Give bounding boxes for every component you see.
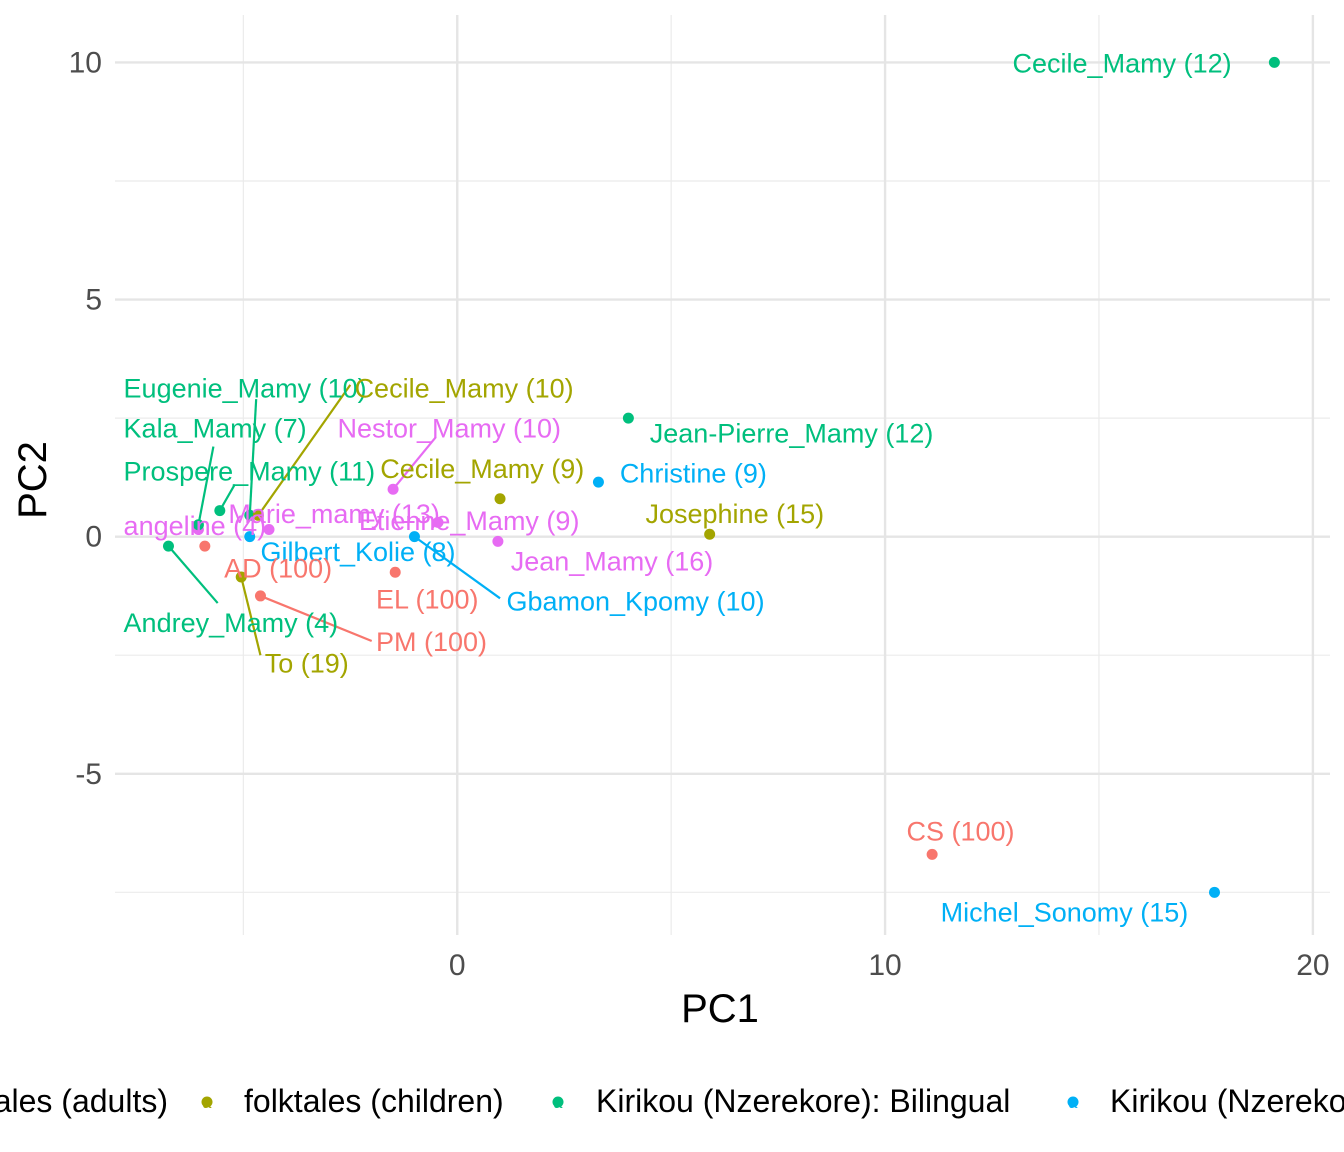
data-point <box>622 412 634 424</box>
point-label: Gilbert_Kolie (8) <box>260 537 455 567</box>
point-label: Andrey_Mamy (4) <box>124 608 339 638</box>
y-axis-ticks: -5 0 5 10 <box>69 46 102 790</box>
point-label: Cecile_Mamy (10) <box>355 373 574 403</box>
point-label: Gbamon_Kpomy (10) <box>506 587 764 617</box>
data-point <box>389 566 401 578</box>
x-axis-title: PC1 <box>681 987 759 1031</box>
point-label: AD (100) <box>224 553 332 583</box>
data-points <box>162 56 1280 898</box>
data-point <box>1208 886 1220 898</box>
grid-lines <box>115 15 1330 935</box>
data-point <box>704 528 716 540</box>
data-point <box>494 493 506 505</box>
x-tick-label: 0 <box>449 949 466 982</box>
data-point <box>199 540 211 552</box>
point-label: Kala_Mamy (7) <box>124 414 307 444</box>
legend-label: tales (adults) <box>0 1083 168 1119</box>
point-label: Marie_mamy (13) <box>228 499 440 529</box>
legend-key <box>201 1096 213 1108</box>
point-label: To (19) <box>265 648 349 678</box>
point-label: Jean_Mamy (16) <box>511 546 714 576</box>
legend-label: Kirikou (Nzereko <box>1110 1083 1344 1119</box>
point-label: Jean-Pierre_Mamy (12) <box>650 418 934 448</box>
y-axis-title: PC2 <box>11 441 55 519</box>
point-label: EL (100) <box>376 584 479 614</box>
x-axis-ticks: 0 10 20 <box>449 949 1330 982</box>
legend-key-glyph: a <box>554 1095 563 1112</box>
label-connector-line <box>240 576 262 656</box>
point-label: Prospere_Mamy (11) <box>124 456 376 486</box>
label-connectors <box>167 384 501 656</box>
point-label: Cecile_Mamy (9) <box>380 454 584 484</box>
x-tick-label: 10 <box>868 949 901 982</box>
data-point <box>408 531 420 543</box>
point-label: Cecile_Mamy (12) <box>1013 48 1232 78</box>
data-point <box>263 524 275 536</box>
data-point <box>244 509 256 521</box>
label-connector-line <box>257 384 352 516</box>
point-label: Michel_Sonomy (15) <box>941 897 1189 927</box>
point-label: CS (100) <box>906 817 1014 847</box>
point-labels: Cecile_Mamy (12) CS (100) Michel_Sonomy (1… <box>124 48 1232 927</box>
point-label: angeline (4) <box>124 511 267 541</box>
data-point <box>1268 56 1280 68</box>
legend-key-glyph: a <box>203 1095 212 1112</box>
legend-key-glyph: a <box>1069 1095 1078 1112</box>
legend-label: Kirikou (Nzerekore): Bilingual <box>596 1083 1010 1119</box>
legend-label: folktales (children) <box>244 1083 504 1119</box>
point-label: Josephine (15) <box>645 499 824 529</box>
legend-key <box>1067 1096 1079 1108</box>
x-tick-label: 20 <box>1296 949 1329 982</box>
y-tick-label: 5 <box>85 284 102 317</box>
point-label: Etienne_Mamy (9) <box>359 506 580 536</box>
data-point <box>592 476 604 488</box>
data-point <box>244 531 256 543</box>
label-connector-line <box>392 436 437 490</box>
data-point <box>192 519 204 531</box>
y-tick-label: 10 <box>69 46 102 79</box>
legend: tales (adults) a folktales (children) a Kiri… <box>0 1083 1344 1119</box>
data-point <box>214 505 226 517</box>
point-label: Nestor_Mamy (10) <box>337 414 561 444</box>
legend-key <box>552 1096 564 1108</box>
point-label: PM (100) <box>376 627 487 657</box>
data-point <box>162 540 174 552</box>
data-point <box>254 590 266 602</box>
y-tick-label: 0 <box>85 521 102 554</box>
point-label: Christine (9) <box>620 459 767 489</box>
label-connector-line <box>248 399 258 516</box>
data-point <box>252 509 264 521</box>
data-point <box>432 516 444 528</box>
data-point <box>387 483 399 495</box>
data-point <box>926 848 938 860</box>
point-label: Eugenie_Mamy (10) <box>124 373 367 403</box>
label-connector-line <box>260 594 373 642</box>
label-connector-line <box>167 545 219 604</box>
data-point <box>492 535 504 547</box>
data-point <box>235 571 247 583</box>
y-tick-label: -5 <box>75 758 102 791</box>
label-connector-line <box>197 446 215 526</box>
label-connector-line <box>413 535 501 600</box>
